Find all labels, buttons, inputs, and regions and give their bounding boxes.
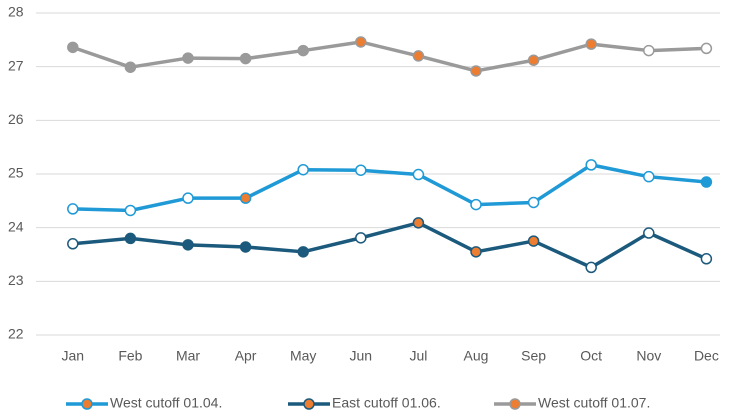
legend-label: East cutoff 01.06. [332,395,441,411]
x-tick-label: Aug [464,348,489,364]
marker [297,246,309,258]
marker [124,204,137,217]
marker [700,42,713,55]
marker [527,54,540,66]
series-line [72,40,707,73]
marker [124,232,137,245]
marker [239,52,252,65]
x-tick-label: Mar [176,348,200,364]
marker [470,65,482,77]
marker [643,170,655,183]
x-tick-label: Feb [118,348,142,364]
marker [239,241,252,253]
y-tick-label: 22 [8,326,24,342]
y-tick-label: 24 [8,218,24,234]
marker [585,261,597,274]
marker [470,246,482,258]
x-tick-label: May [290,348,316,364]
x-tick-label: Oct [580,348,602,364]
x-tick-label: Sep [521,348,546,364]
marker [355,36,367,48]
y-tick-label: 27 [8,57,24,73]
x-tick-label: Dec [694,348,719,364]
marker [239,192,252,204]
legend-marker [81,398,93,410]
marker [67,203,79,215]
marker [700,176,713,188]
marker [470,198,482,211]
legend-marker [509,398,521,410]
x-tick-label: Nov [636,348,661,364]
marker [527,235,540,247]
marker [643,227,655,239]
series-line [72,163,707,213]
y-tick-label: 23 [8,272,24,288]
marker [67,41,79,54]
marker [412,50,425,62]
marker [297,44,309,57]
legend-label: West cutoff 01.07. [538,395,650,411]
x-tick-label: Apr [235,348,257,364]
x-tick-label: Jan [62,348,85,364]
y-tick-label: 25 [8,165,24,181]
x-tick-label: Jul [409,348,427,364]
marker [67,238,79,250]
marker [355,232,367,244]
marker [182,239,194,251]
marker [585,159,597,171]
y-tick-label: 26 [8,111,24,127]
marker [182,52,194,64]
legend-label: West cutoff 01.04. [110,395,222,411]
marker [124,61,137,73]
series-line [72,221,708,270]
marker [585,38,597,50]
y-tick-label: 28 [8,4,24,20]
marker [412,217,425,229]
marker [355,164,367,176]
marker [297,163,309,176]
marker [412,168,425,181]
legend-marker [303,398,315,410]
marker [700,253,713,265]
marker [527,196,540,209]
marker [182,192,194,204]
marker [643,44,655,57]
x-tick-label: Jun [350,348,373,364]
